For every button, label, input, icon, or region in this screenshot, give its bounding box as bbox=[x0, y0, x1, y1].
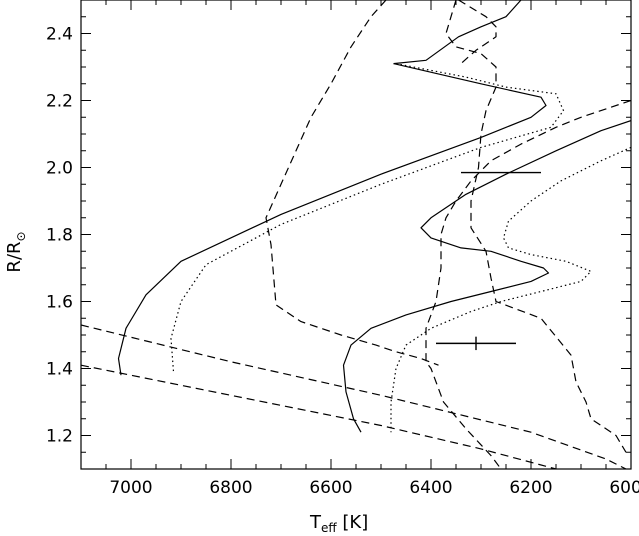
series-dashed-line-6 bbox=[265, 0, 439, 366]
y-axis-label-main: R/R bbox=[4, 241, 25, 272]
y-tick-label: 1.6 bbox=[46, 293, 73, 313]
series-dashed-line-9 bbox=[425, 99, 631, 469]
y-tick-label: 2.2 bbox=[46, 92, 73, 112]
x-tick-label: 6400 bbox=[409, 478, 452, 498]
x-axis-label-unit: [K] bbox=[342, 512, 368, 533]
series-solid-line-2 bbox=[117, 63, 547, 376]
series-dotted-line-5 bbox=[390, 146, 631, 433]
x-tick-label: 7000 bbox=[109, 478, 152, 498]
series-group bbox=[81, 0, 631, 469]
y-axis-ticks: 1.2 1.4 1.6 1.8 2.0 2.2 2.4 bbox=[46, 0, 631, 470]
x-tick-label: 6800 bbox=[209, 478, 252, 498]
y-tick-label: 2.4 bbox=[46, 25, 73, 45]
y-tick-label: 1.2 bbox=[46, 427, 73, 447]
x-axis-label: Teff [K] bbox=[309, 512, 368, 535]
plot-area bbox=[80, 0, 632, 470]
y-tick-label: 1.4 bbox=[46, 360, 73, 380]
series-solid-line-4 bbox=[342, 120, 631, 433]
y-axis-label: R/R⊙ bbox=[4, 231, 28, 272]
series-dashed-line-7 bbox=[445, 0, 627, 453]
errorbar-group bbox=[436, 171, 541, 351]
series-solid-line-1 bbox=[393, 0, 522, 65]
x-axis-label-main: T bbox=[309, 512, 322, 533]
x-axis-ticks: 7000 6800 6600 6400 6200 6000 bbox=[80, 0, 639, 498]
x-tick-label: 6000 bbox=[609, 478, 639, 498]
y-tick-label: 1.8 bbox=[46, 226, 73, 246]
y-axis-label-symbol: ⊙ bbox=[14, 231, 28, 241]
x-tick-label: 6200 bbox=[509, 478, 552, 498]
x-tick-label: 6600 bbox=[309, 478, 352, 498]
series-dashed-line-8 bbox=[458, 0, 497, 65]
series-dotted-line-3 bbox=[170, 63, 565, 372]
x-axis-label-subscript: eff bbox=[321, 521, 337, 535]
y-tick-label: 2.0 bbox=[46, 159, 73, 179]
series-dashed-line-11 bbox=[81, 364, 557, 469]
